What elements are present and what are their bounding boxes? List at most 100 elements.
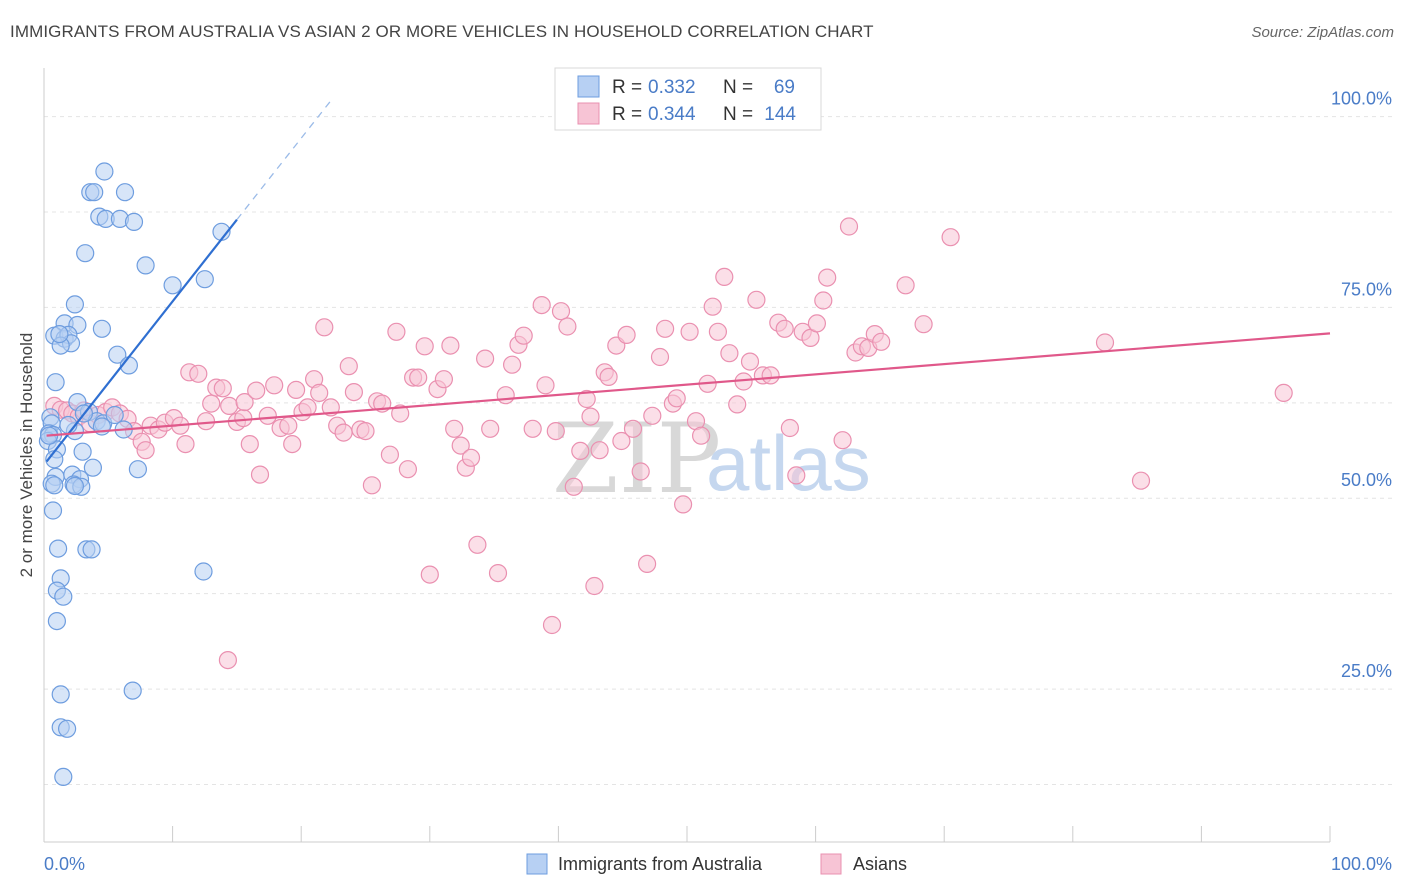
australia-point: [194, 562, 213, 581]
australia-point: [92, 319, 112, 338]
asians-point: [258, 406, 277, 425]
y-tick-label: 25.0%: [1341, 661, 1392, 681]
australia-point: [48, 539, 68, 558]
asians-point: [590, 441, 609, 460]
asians-point: [398, 460, 417, 479]
asians-point: [315, 318, 334, 337]
asians-point: [502, 355, 522, 374]
asians-point: [220, 396, 239, 415]
asians-point: [577, 389, 596, 409]
asians-series: [45, 217, 1293, 670]
asians-point: [514, 326, 533, 345]
asians-point: [283, 435, 302, 454]
asians-point: [637, 554, 657, 574]
asians-point: [334, 423, 353, 442]
australia-point: [50, 325, 69, 344]
australia-point: [57, 719, 77, 738]
series-legend: Immigrants from Australia Asians: [526, 853, 907, 875]
legend-r-label-1: R =: [612, 77, 642, 98]
asians-point: [546, 422, 565, 441]
legend-n-label-1: N =: [723, 77, 753, 98]
asians-point: [650, 347, 670, 367]
legend-n-value-2: 144: [764, 104, 796, 125]
australia-point: [85, 183, 104, 202]
asians-point: [523, 419, 542, 438]
asians-point: [1095, 333, 1115, 352]
asians-point: [643, 406, 662, 425]
australia-series: [38, 162, 231, 787]
asians-point: [787, 466, 806, 485]
y-axis-label: 2 or more Vehicles in Household: [17, 333, 36, 578]
asians-point: [415, 337, 434, 356]
australia-point: [76, 244, 95, 263]
asians-point: [585, 576, 604, 596]
asians-point: [265, 376, 284, 395]
asians-point: [362, 476, 381, 495]
asians-point: [564, 477, 583, 496]
asians-point: [896, 276, 915, 295]
asians-point: [807, 314, 827, 333]
series-swatch-asians: [820, 853, 842, 875]
asians-point: [279, 416, 298, 435]
asians-point: [715, 267, 734, 286]
australia-point: [54, 587, 73, 606]
x-tick-label-start: 0.0%: [44, 854, 85, 874]
asians-point: [839, 217, 859, 236]
asians-point: [818, 268, 837, 287]
asians-point: [202, 394, 221, 413]
asians-point: [339, 357, 358, 376]
asians-point: [941, 228, 960, 247]
asians-point: [445, 419, 464, 438]
asians-point: [496, 386, 515, 405]
australia-point: [95, 162, 114, 181]
legend-swatch-blue: [577, 75, 600, 98]
asians-point: [703, 297, 722, 316]
y-tick-label: 50.0%: [1341, 470, 1392, 490]
asians-point: [558, 317, 577, 336]
asians-point: [451, 436, 470, 455]
asians-point: [218, 650, 237, 670]
asians-point: [476, 349, 495, 368]
australia-point: [65, 476, 85, 496]
australia-point: [105, 405, 124, 425]
asians-point: [461, 448, 481, 467]
australia-point: [46, 373, 65, 392]
source-label: Source: ZipAtlas.com: [1251, 24, 1394, 41]
australia-point: [83, 458, 103, 477]
series-label-australia: Immigrants from Australia: [558, 854, 763, 874]
asians-point: [914, 315, 933, 334]
x-axis-ticks: [172, 826, 1331, 842]
australia-point: [47, 611, 67, 631]
asians-point: [250, 465, 270, 484]
asians-point: [536, 376, 555, 395]
asians-point: [387, 322, 406, 341]
australia-point: [43, 501, 63, 520]
asians-point: [441, 336, 460, 355]
asians-point: [310, 383, 329, 402]
australia-point: [136, 256, 155, 275]
australia-point: [115, 183, 135, 202]
asians-point: [680, 322, 699, 341]
y-tick-label: 75.0%: [1341, 279, 1392, 299]
asians-point: [833, 431, 852, 450]
series-swatch-australia: [526, 853, 548, 875]
asians-point: [189, 364, 208, 383]
asians-point: [571, 441, 590, 460]
asians-point: [409, 368, 428, 387]
asians-point: [761, 366, 780, 385]
asians-point: [728, 395, 747, 414]
australia-point: [65, 295, 85, 314]
legend-r-value-1: 0.332: [648, 77, 696, 98]
asians-point: [344, 383, 363, 402]
asians-point: [708, 322, 728, 341]
asians-point: [1274, 383, 1293, 402]
asians-point: [532, 296, 551, 315]
asians-point: [542, 615, 562, 635]
y-axis-tick-labels: 25.0% 50.0% 75.0% 100.0%: [1331, 89, 1392, 682]
australia-trend-line: [45, 218, 238, 463]
australia-point: [51, 685, 70, 704]
asians-point: [872, 332, 891, 351]
y-tick-label: 100.0%: [1331, 89, 1392, 109]
asians-point: [213, 379, 232, 398]
